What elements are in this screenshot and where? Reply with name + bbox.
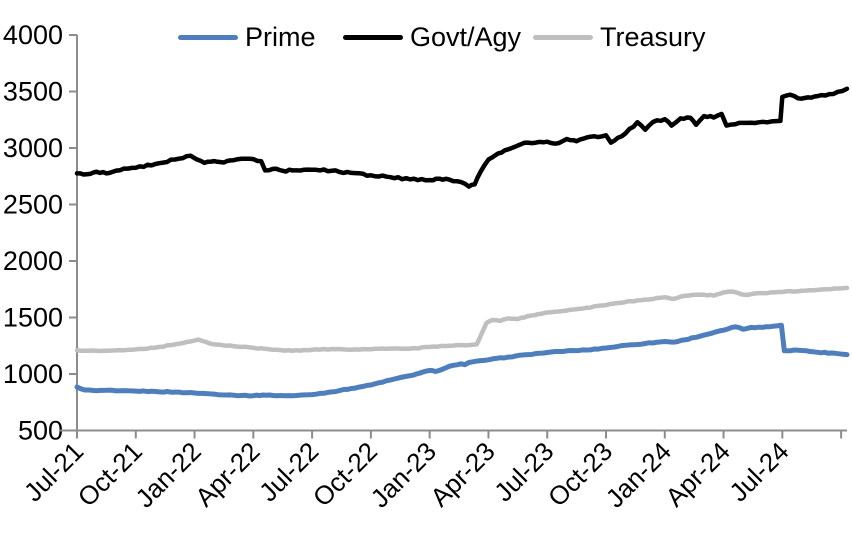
y-tick-label: 3500 xyxy=(3,77,63,107)
y-tick-label: 500 xyxy=(18,416,63,446)
x-tick-label: Apr-24 xyxy=(659,436,735,512)
y-tick-label: 4000 xyxy=(3,20,63,50)
x-tick-label: Oct-22 xyxy=(307,436,383,512)
y-tick-label: 2500 xyxy=(3,190,63,220)
x-tick-label: Apr-23 xyxy=(424,436,500,512)
series-line-treasury xyxy=(74,285,850,354)
y-tick-label: 3000 xyxy=(3,133,63,163)
x-tick-label: Jan-23 xyxy=(364,436,441,513)
x-tick-label: Jan-24 xyxy=(600,436,677,513)
series-line-prime xyxy=(74,322,850,399)
x-tick-label: Jan-22 xyxy=(129,436,206,513)
x-tick-label: Jul-24 xyxy=(723,436,794,507)
x-tick-label: Oct-23 xyxy=(542,436,618,512)
x-tick-label: Oct-21 xyxy=(72,436,148,512)
y-tick-label: 2000 xyxy=(3,246,63,276)
y-tick-label: 1500 xyxy=(3,303,63,333)
y-tick-label: 1000 xyxy=(3,359,63,389)
x-tick-label: Apr-22 xyxy=(189,436,265,512)
series-line-govt-agy xyxy=(74,86,850,189)
